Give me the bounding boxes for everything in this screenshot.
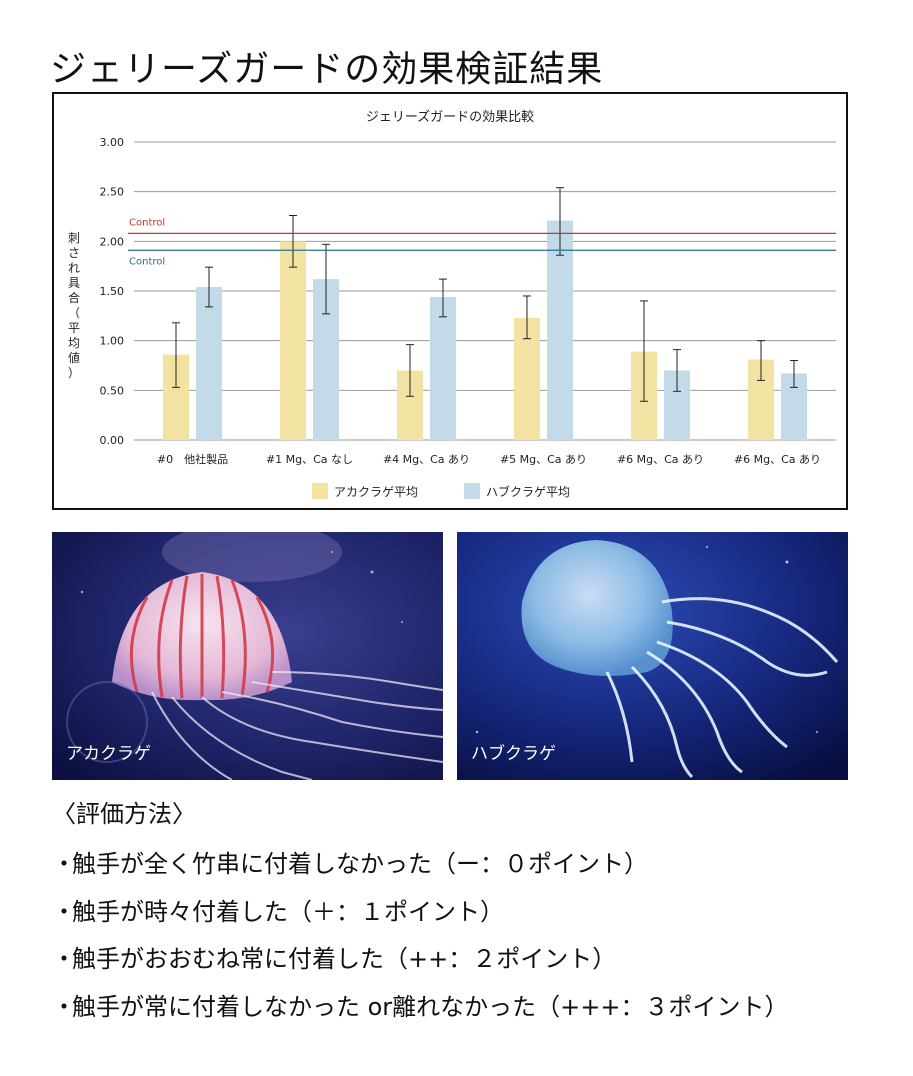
bar (430, 296, 456, 440)
bullet-mark: ・ (52, 850, 76, 878)
x-tick-label: #6 Mg、Ca あり (734, 453, 821, 466)
bullet-mark: ・ (52, 992, 76, 1021)
akakurage-jellyfish-image (52, 532, 443, 780)
x-tick-label: #6 Mg、Ca あり (617, 453, 704, 466)
y-axis-label-char: （ (68, 306, 80, 320)
legend-label: アカクラゲ平均 (334, 485, 418, 499)
evaluation-list: ・触手が全く竹串に付着しなかった（ー：０ポイント） ・触手が時々付着した（＋：１… (52, 844, 789, 1034)
bar-chart: ジェリーズガードの効果比較 0.00 0.50 1.00 1.50 2.00 2.50 3.0… (68, 109, 836, 499)
y-axis-label-char: 均 (68, 336, 80, 350)
x-tick-label: #0 他社製品 (157, 452, 228, 466)
control-label: Control (129, 217, 165, 228)
legend-swatch (464, 483, 480, 499)
bar (280, 241, 306, 440)
evaluation-item-text: 触手が常に付着しなかった or離れなかった（+++：３ポイント） (72, 992, 789, 1021)
bar (196, 287, 222, 440)
y-tick-label: 2.50 (100, 186, 125, 199)
y-tick-label: 2.00 (100, 235, 125, 248)
evaluation-item: ・触手が時々付着した（＋：１ポイント） (52, 892, 789, 940)
y-tick-label: 1.50 (100, 285, 125, 298)
x-tick-label: #5 Mg、Ca あり (500, 453, 587, 466)
x-tick-label: #1 Mg、Ca なし (266, 453, 353, 466)
photo-label-akakurage: アカクラゲ (66, 744, 151, 764)
evaluation-item: ・触手が全く竹串に付着しなかった（ー：０ポイント） (52, 844, 789, 892)
bar (547, 220, 573, 440)
photo-label-habukurage: ハブクラゲ (471, 744, 556, 764)
evaluation-item: ・触手が常に付着しなかった or離れなかった（+++：３ポイント） (52, 987, 789, 1035)
y-axis-label-char: さ (68, 246, 80, 260)
bullet-mark: ・ (52, 897, 76, 926)
y-axis-label-char: れ (68, 261, 80, 275)
evaluation-item-text: 触手がおおむね常に付着した（++：２ポイント） (72, 945, 617, 973)
y-axis-label-char: ） (68, 366, 80, 380)
control-label: Control (129, 256, 165, 267)
y-tick-label: 3.00 (100, 136, 125, 149)
chart-title: ジェリーズガードの効果比較 (366, 109, 534, 125)
evaluation-heading: 〈評価方法〉 (52, 800, 196, 828)
evaluation-item-text: 触手が全く竹串に付着しなかった（ー：０ポイント） (72, 850, 648, 878)
photo-akakurage: アカクラゲ (52, 532, 443, 780)
y-axis-label-char: 平 (68, 321, 80, 335)
bullet-mark: ・ (52, 945, 76, 973)
x-tick-label: #4 Mg、Ca あり (383, 453, 470, 466)
y-axis-label-char: 合 (68, 290, 80, 305)
y-tick-label: 0.50 (100, 384, 125, 397)
photo-habukurage: ハブクラゲ (457, 532, 848, 780)
y-axis-label-char: 具 (68, 276, 80, 290)
y-axis-label-char: 値 (68, 350, 80, 365)
legend-swatch (312, 483, 328, 499)
chart-frame: ジェリーズガードの効果比較 0.00 0.50 1.00 1.50 2.00 2.50 3.0… (52, 92, 848, 510)
evaluation-item: ・触手がおおむね常に付着した（++：２ポイント） (52, 939, 789, 987)
habukurage-jellyfish-image (457, 532, 848, 780)
evaluation-item-text: 触手が時々付着した（＋：１ポイント） (72, 897, 504, 926)
legend-label: ハブクラゲ平均 (486, 484, 570, 499)
page-title: ジェリーズガードの効果検証結果 (50, 49, 604, 90)
y-tick-label: 1.00 (100, 335, 125, 348)
y-tick-label: 0.00 (100, 434, 125, 447)
y-axis-label-char: 刺 (68, 231, 80, 245)
